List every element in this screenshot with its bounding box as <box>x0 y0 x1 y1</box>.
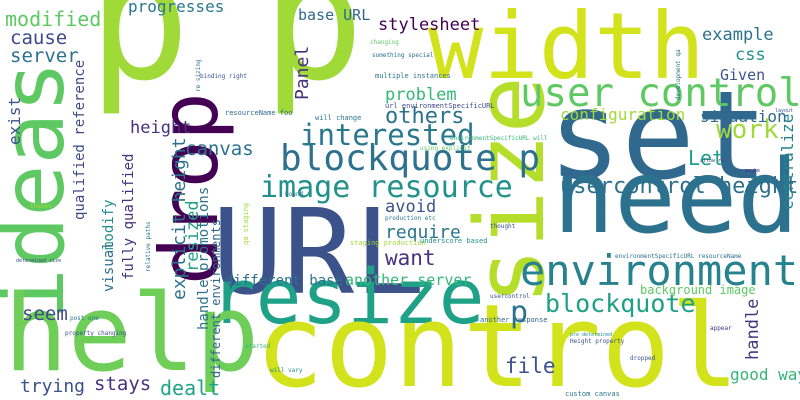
word: usercontrol <box>490 293 530 300</box>
word: want <box>385 246 436 270</box>
word: allow re <box>700 158 724 164</box>
word: exist <box>5 97 24 145</box>
word: canvas <box>185 138 254 160</box>
word: re sizing <box>195 59 202 92</box>
word: explicit height <box>169 137 190 300</box>
word: post one <box>70 315 99 322</box>
word: configuration <box>560 105 685 124</box>
word: handle <box>743 299 763 360</box>
word: blockquote p <box>280 138 540 179</box>
word: need <box>553 138 799 257</box>
word: work <box>716 115 779 145</box>
word: resourceName foo <box>225 109 292 117</box>
word: environment <box>520 246 798 295</box>
word: handle promotions <box>196 187 212 330</box>
word: cause <box>10 27 67 49</box>
word: usercontrol height <box>560 174 798 199</box>
word: avoid <box>385 197 436 217</box>
word: modified <box>5 7 101 31</box>
word: different base <box>225 273 343 289</box>
word: width <box>428 0 705 100</box>
word: fully qualified <box>121 154 137 280</box>
word: maybe <box>745 168 760 174</box>
word: custom canvas <box>565 390 620 398</box>
word: stylesheet <box>378 15 480 35</box>
word: dropped <box>630 355 656 362</box>
word: user control <box>520 71 800 116</box>
word: url environmentSpecificURL <box>385 102 495 110</box>
word: dealt <box>160 376 220 400</box>
word: something special <box>372 52 434 59</box>
word: help <box>4 272 259 395</box>
word: p <box>88 0 190 119</box>
word: qualified reference <box>72 60 88 220</box>
word: another server <box>345 271 471 289</box>
word: URL <box>212 183 425 321</box>
word: p <box>262 0 364 119</box>
word: progresses <box>128 0 224 16</box>
word: interested <box>300 118 475 152</box>
word: visual <box>101 241 117 292</box>
word: problem <box>385 85 457 105</box>
word: started <box>245 343 271 350</box>
word: example <box>702 25 774 45</box>
word: seem <box>22 303 68 325</box>
word: property changing <box>65 330 127 337</box>
word: p <box>510 295 528 330</box>
word: different environments <box>209 219 223 378</box>
word: good way <box>730 365 800 384</box>
word: centralize <box>778 114 797 210</box>
word: drop <box>143 92 236 285</box>
word: environmentSpecificURL will <box>450 135 548 142</box>
word: production etc <box>385 215 436 222</box>
word: Panel <box>292 46 313 100</box>
word: will vary <box>270 367 303 374</box>
word: resized <box>183 200 203 272</box>
word: require <box>385 222 461 243</box>
word: size <box>456 76 566 305</box>
word: modify <box>101 199 117 250</box>
word: trying <box>20 376 85 397</box>
word: blockquote <box>545 289 696 318</box>
word: ideas <box>0 61 84 320</box>
word: Height property <box>570 338 625 345</box>
word: staging production <box>350 239 426 247</box>
word: using explicit <box>420 145 471 152</box>
word: situation <box>700 107 787 126</box>
word: qa staging <box>242 203 250 245</box>
word: thought <box>490 223 516 230</box>
word: base URL <box>298 6 370 24</box>
word: will change <box>315 114 361 122</box>
word: resize <box>210 252 485 341</box>
word: set <box>548 65 768 207</box>
word: stays <box>94 373 151 395</box>
word: thanks <box>30 203 52 210</box>
word: Let <box>688 146 724 170</box>
word: appear <box>710 325 732 332</box>
word: binding right <box>200 73 247 80</box>
word: Given <box>720 66 765 84</box>
word: another response <box>480 316 547 324</box>
word: layout <box>775 108 793 114</box>
word: changing <box>370 39 399 46</box>
word: determined size <box>16 258 61 264</box>
word: pre determined <box>570 332 612 338</box>
word: background image <box>640 283 756 297</box>
word: server <box>10 45 79 67</box>
word: relative paths <box>145 221 152 272</box>
word: bound <box>285 191 303 198</box>
word: control <box>255 280 740 400</box>
word: others <box>385 104 464 129</box>
word: development qa <box>675 49 682 100</box>
word: height <box>130 118 191 138</box>
word: multiple instances <box>375 72 451 80</box>
word: image resource <box>260 170 513 205</box>
word: underscore based <box>420 237 487 245</box>
word: css <box>735 45 766 65</box>
word: file <box>505 354 556 378</box>
word: environmentSpecificURL resourceName <box>615 253 742 260</box>
